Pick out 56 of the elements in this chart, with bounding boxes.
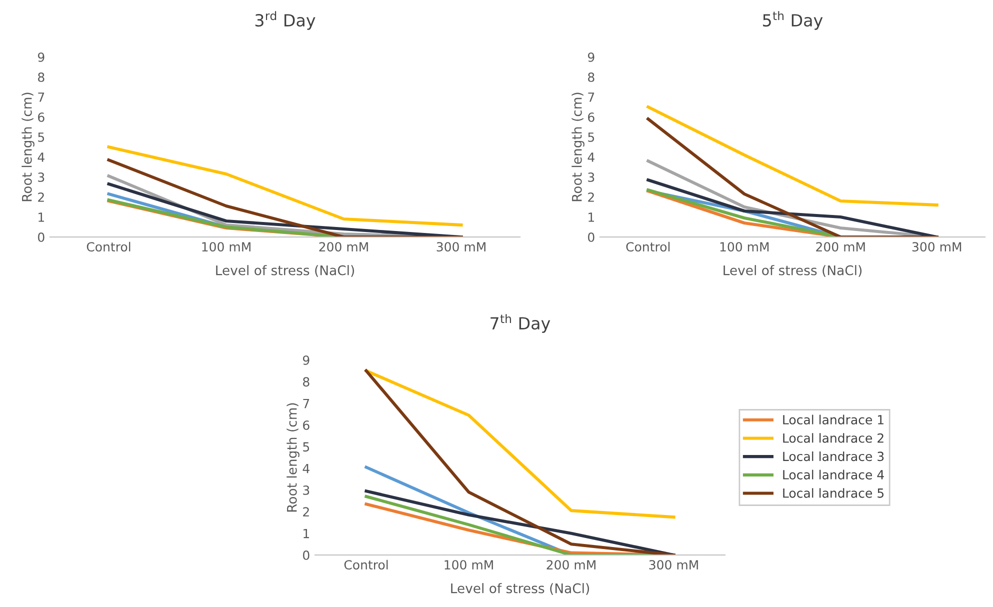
y-tick-label: 9 xyxy=(588,52,594,62)
legend-label: Local landrace 2 xyxy=(783,433,884,443)
x-tick-label: 100 mM xyxy=(444,560,493,570)
y-tick-label: 3 xyxy=(588,172,594,182)
y-tick-label: 7 xyxy=(38,92,44,102)
legend-label: Local landrace 1 xyxy=(783,414,884,424)
y-tick-label: 5 xyxy=(588,132,594,142)
x-tick-label: 300 mM xyxy=(649,560,698,570)
y-tick-label: 7 xyxy=(588,92,594,102)
chart-title: 3$^{rd}$ Day xyxy=(255,11,316,30)
x-tick-label: 100 mM xyxy=(202,242,250,252)
y-tick-label: 5 xyxy=(303,442,310,452)
x-axis-title: Level of stress (NaCl) xyxy=(451,583,590,595)
y-tick-label: 8 xyxy=(38,72,44,82)
chart-title: 7$^{th}$ Day xyxy=(490,314,550,333)
y-tick-label: 6 xyxy=(38,112,44,122)
y-tick-label: 1 xyxy=(588,212,594,222)
y-tick-label: 7 xyxy=(303,398,310,408)
y-tick-label: 4 xyxy=(588,152,594,162)
legend-label: Local landrace 4 xyxy=(783,470,884,480)
y-tick-label: 1 xyxy=(38,212,44,222)
y-tick-label: 0 xyxy=(38,232,44,242)
legend-label: Local landrace 5 xyxy=(783,488,884,498)
y-tick-label: 9 xyxy=(302,355,310,365)
y-tick-label: 8 xyxy=(303,377,310,387)
y-tick-label: 0 xyxy=(303,550,310,560)
y-tick-label: 4 xyxy=(302,464,310,474)
y-tick-label: 1 xyxy=(304,528,309,538)
legend-label: Local landrace 3 xyxy=(783,451,884,462)
y-tick-label: 8 xyxy=(588,72,594,82)
x-tick-label: 200 mM xyxy=(816,242,865,252)
y-tick-label: 4 xyxy=(38,152,44,162)
y-tick-label: 6 xyxy=(588,112,594,122)
x-tick-label: 200 mM xyxy=(319,242,368,252)
x-tick-label: 100 mM xyxy=(720,242,769,252)
y-tick-label: 3 xyxy=(303,485,310,495)
y-tick-label: 2 xyxy=(588,192,594,202)
x-tick-label: 300 mM xyxy=(436,242,486,252)
chart-title: 5$^{th}$ Day xyxy=(763,11,823,30)
x-tick-label: Control xyxy=(344,560,388,570)
y-tick-label: 6 xyxy=(303,420,310,430)
y-tick-label: 9 xyxy=(38,52,44,62)
x-tick-label: Control xyxy=(86,242,130,252)
x-axis-title: Level of stress (NaCl) xyxy=(724,265,862,277)
x-axis-title: Level of stress (NaCl) xyxy=(216,265,354,277)
y-tick-label: 3 xyxy=(38,172,44,182)
x-tick-label: Control xyxy=(626,242,670,252)
x-tick-label: 300 mM xyxy=(912,242,962,252)
y-axis-title: Root length (cm) xyxy=(572,92,584,202)
x-tick-label: 200 mM xyxy=(546,560,596,570)
y-axis-title: Root length (cm) xyxy=(286,403,300,512)
y-tick-label: 2 xyxy=(38,192,44,202)
y-tick-label: 5 xyxy=(38,132,44,142)
y-tick-label: 0 xyxy=(588,232,594,242)
y-axis-title: Root length (cm) xyxy=(22,92,34,202)
y-tick-label: 2 xyxy=(303,507,309,516)
